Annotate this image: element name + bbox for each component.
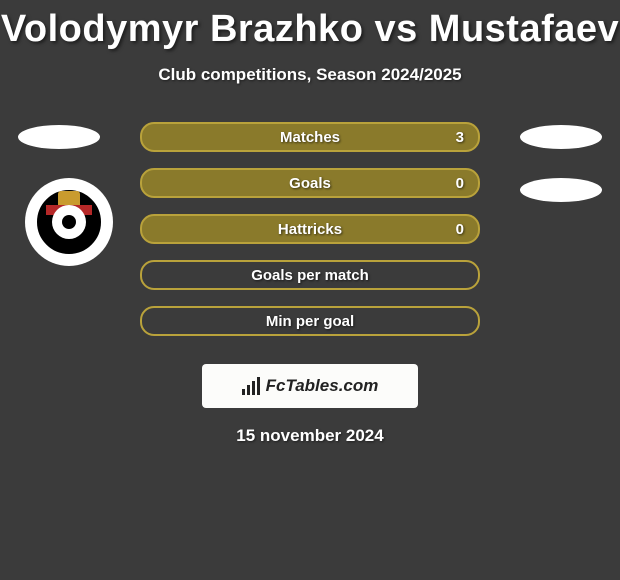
bars-icon — [242, 377, 260, 395]
stat-label: Goals — [289, 175, 331, 192]
stat-row-hattricks: Hattricks 0 — [140, 214, 480, 244]
page-title: Volodymyr Brazhko vs Mustafaev — [0, 0, 620, 51]
stats-panel: Matches 3 Goals 0 Hattricks 0 Goals per … — [140, 122, 480, 352]
player-right-photo-placeholder-2 — [520, 178, 602, 202]
stat-value: 0 — [456, 175, 464, 192]
stat-label: Min per goal — [266, 313, 354, 330]
stat-row-matches: Matches 3 — [140, 122, 480, 152]
club-badge-left — [25, 178, 113, 266]
footer-date: 15 november 2024 — [0, 426, 620, 446]
player-right-photo-placeholder-1 — [520, 125, 602, 149]
player-left-photo-placeholder — [18, 125, 100, 149]
stat-row-goals: Goals 0 — [140, 168, 480, 198]
stat-row-min-per-goal: Min per goal — [140, 306, 480, 336]
stat-row-goals-per-match: Goals per match — [140, 260, 480, 290]
stat-label: Matches — [280, 129, 340, 146]
club-badge-icon — [37, 190, 101, 254]
stat-value: 3 — [456, 129, 464, 146]
fctables-label: FcTables.com — [266, 376, 379, 396]
fctables-watermark: FcTables.com — [202, 364, 418, 408]
stat-label: Goals per match — [251, 267, 369, 284]
stat-label: Hattricks — [278, 221, 342, 238]
stat-value: 0 — [456, 221, 464, 238]
page-subtitle: Club competitions, Season 2024/2025 — [0, 65, 620, 85]
